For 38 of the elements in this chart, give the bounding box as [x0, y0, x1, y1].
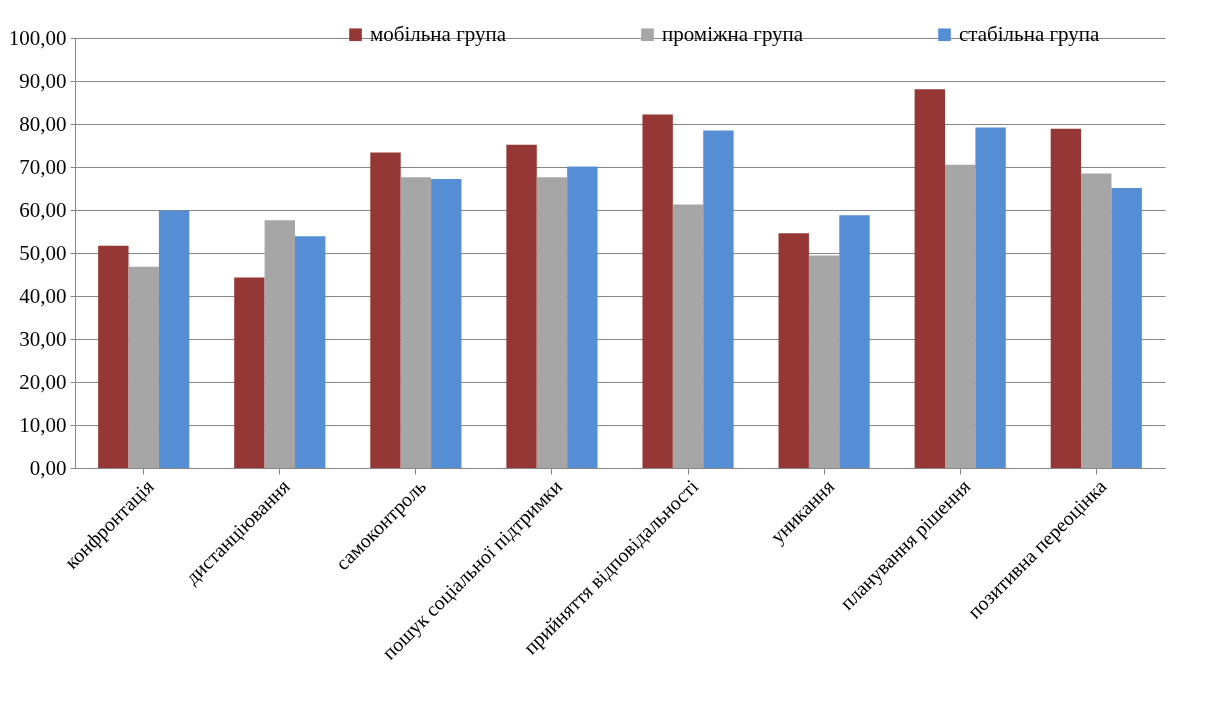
- bar: [642, 114, 673, 468]
- y-tick-label: 20,00: [19, 369, 67, 394]
- bar: [506, 144, 537, 468]
- y-tick-label: 30,00: [19, 326, 67, 351]
- y-tick-label: 60,00: [19, 197, 67, 222]
- bar: [672, 204, 704, 468]
- bar: [370, 152, 401, 468]
- bar: [98, 245, 129, 468]
- bar: [778, 233, 809, 468]
- y-tick-label: 90,00: [19, 68, 67, 93]
- legend-label: стабільна група: [959, 21, 1101, 46]
- y-tick-label: 10,00: [19, 412, 67, 437]
- bar: [234, 277, 265, 468]
- bar: [914, 89, 945, 468]
- legend-label: мобільна група: [370, 21, 507, 46]
- bar: [945, 164, 976, 468]
- y-tick-label: 40,00: [19, 283, 67, 308]
- bar: [1081, 173, 1112, 468]
- bar: [295, 236, 326, 468]
- y-tick-label: 100,00: [8, 25, 67, 50]
- y-tick-label: 0,00: [29, 455, 67, 480]
- y-tick-label: 80,00: [19, 111, 67, 136]
- bar: [839, 215, 870, 468]
- bar: [128, 266, 159, 468]
- bar: [264, 220, 295, 468]
- y-tick-label: 70,00: [19, 154, 67, 179]
- legend-label: проміжна група: [662, 21, 804, 46]
- bar: [400, 177, 432, 468]
- bar: [431, 179, 462, 468]
- bar: [808, 255, 840, 468]
- bar: [1111, 188, 1142, 468]
- y-tick-label: 50,00: [19, 240, 67, 265]
- bar: [158, 210, 190, 468]
- bar: [567, 166, 598, 468]
- bar: [536, 177, 568, 468]
- bar: [975, 127, 1006, 468]
- bar: [703, 130, 734, 468]
- bar: [1050, 128, 1082, 468]
